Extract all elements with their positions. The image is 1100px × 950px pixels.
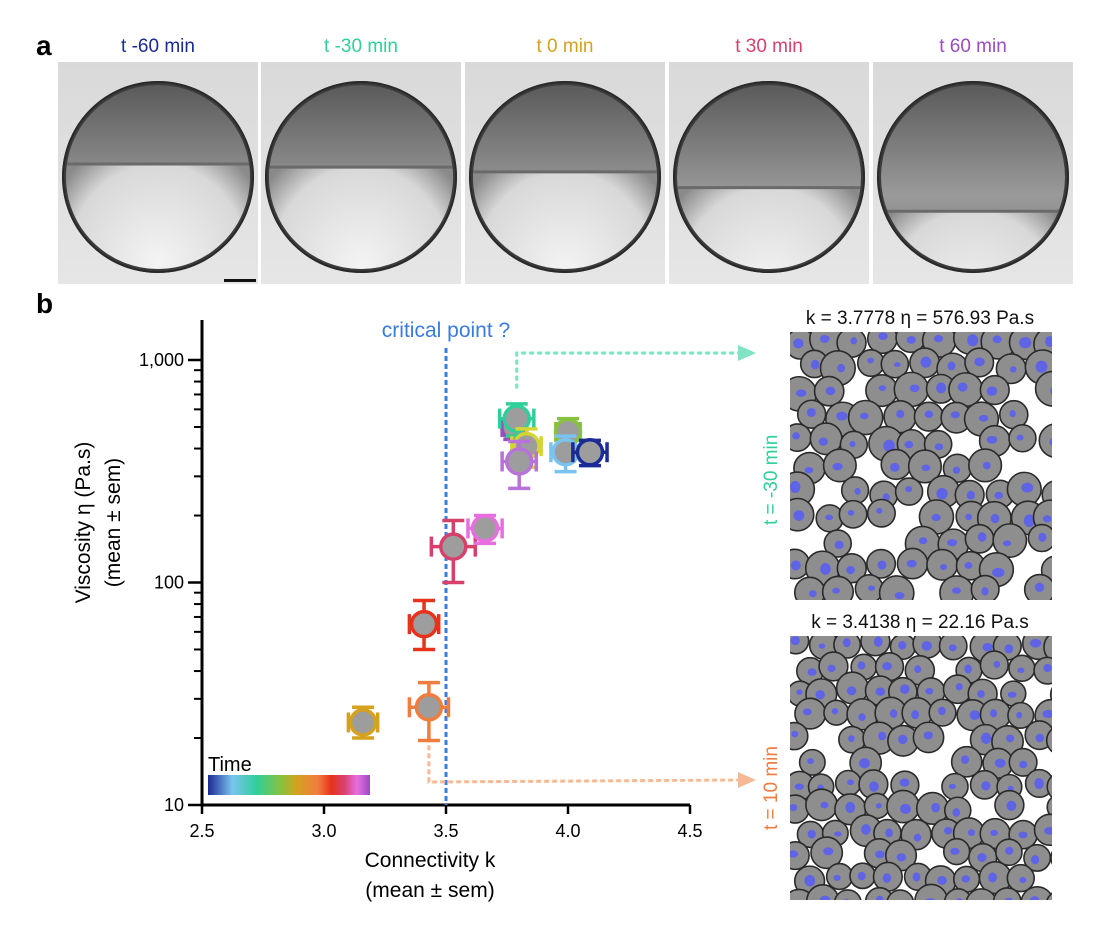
time-legend-label: Time (208, 754, 252, 776)
top-cell-arrow-head (738, 345, 756, 361)
data-point-8 (500, 439, 539, 491)
x-axis-label-line-0: Connectivity k (365, 849, 496, 872)
data-point-4 (466, 513, 504, 546)
time-label-3: t 30 min (735, 36, 803, 57)
y-axis-label-line-0: Viscosity η (Pa.s) (72, 442, 95, 604)
top-cell-arrow (515, 351, 738, 389)
embryo-frame-4 (873, 62, 1073, 284)
viscosity-connectivity-chart: 2.5 3.0 3.5 4.0 4.5 10 100 1,000 Connectivity k (… (72, 319, 756, 902)
top-cell-image (790, 332, 1052, 600)
x-tick-label-2: 3.5 (433, 821, 458, 841)
embryo-frame-0 (58, 62, 258, 284)
x-tick-label-4: 4.5 (677, 821, 702, 841)
y-tick-label-0: 10 (164, 795, 184, 815)
time-label-4: t 60 min (939, 36, 1007, 57)
time-label-2: t 0 min (536, 36, 594, 57)
embryo-frame-2 (465, 62, 665, 284)
panel-a-letter: a (36, 30, 52, 61)
x-tick-label-1: 3.0 (311, 821, 336, 841)
x-tick-label-0: 2.5 (189, 821, 214, 841)
bottom-cell-side-label: t = 10 min (761, 746, 782, 830)
data-point-3 (429, 518, 478, 585)
top-cell-side-label: t = -30 min (761, 434, 782, 525)
data-point-11 (571, 437, 609, 468)
bottom-cell-arrow-head (738, 772, 756, 788)
bottom-cell-title: k = 3.4138 η = 22.16 Pa.s (811, 612, 1029, 633)
panel-b-letter: b (36, 288, 54, 319)
data-point-1 (407, 680, 451, 743)
y-axis-label-line-1: (mean ± sem) (102, 458, 125, 587)
scale-bar (224, 279, 256, 282)
time-label-1: t -30 min (324, 36, 398, 57)
embryo-frame-3 (669, 62, 869, 284)
y-tick-label-1: 100 (154, 573, 184, 593)
top-cell-title: k = 3.7778 η = 576.93 Pa.s (805, 308, 1035, 329)
data-point-2 (407, 598, 441, 652)
bottom-cell-image (790, 636, 1052, 900)
bottom-cell-arrow (427, 737, 739, 784)
y-tick-label-2: 1,000 (139, 350, 184, 370)
critical-point-label: critical point ? (382, 319, 510, 342)
x-axis-label-line-1: (mean ± sem) (365, 879, 494, 902)
x-tick-label-3: 4.0 (555, 821, 580, 841)
embryo-frame-1 (261, 62, 461, 284)
data-point-6 (497, 402, 536, 438)
time-legend-bar (208, 775, 370, 795)
time-label-0: t -60 min (121, 36, 195, 57)
data-point-0 (346, 705, 380, 740)
